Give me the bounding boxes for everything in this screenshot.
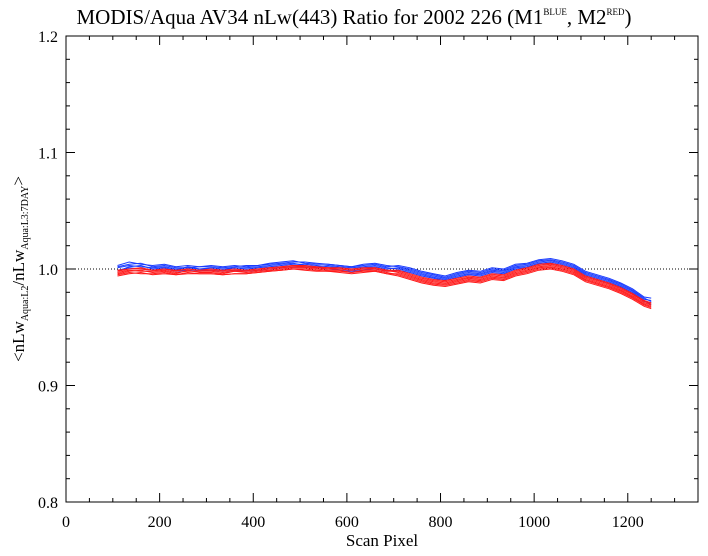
x-tick-label: 1200 bbox=[612, 514, 644, 531]
y-axis-label: <nLwAqua:L2/nLwAqua:L3:7DAY> bbox=[9, 176, 31, 362]
title-main: MODIS/Aqua AV34 nLw(443) Ratio for 2002 … bbox=[76, 5, 543, 29]
axis-ticks bbox=[65, 35, 699, 503]
x-tick-label: 1000 bbox=[518, 514, 550, 531]
series-line-m1-blue bbox=[117, 260, 652, 301]
series-line-m1-blue bbox=[117, 257, 652, 299]
y-tick-label: 1.2 bbox=[38, 29, 58, 46]
y-tick-label: 0.8 bbox=[38, 495, 58, 512]
ylabel-part3: > bbox=[9, 176, 28, 186]
y-tick-label: 1.0 bbox=[38, 262, 58, 279]
x-tick-label: 200 bbox=[148, 514, 172, 531]
series-line-m2-red bbox=[117, 267, 652, 308]
y-tick-labels: 0.8 0.9 1.0 1.1 1.2 bbox=[38, 29, 58, 512]
x-tick-label: 800 bbox=[429, 514, 453, 531]
series-line-m2-red bbox=[117, 263, 652, 305]
chart-title: MODIS/Aqua AV34 nLw(443) Ratio for 2002 … bbox=[76, 5, 631, 29]
x-axis-label: Scan Pixel bbox=[346, 531, 419, 550]
title-sup-blue: BLUE bbox=[543, 7, 567, 17]
title-mid: , M2 bbox=[567, 5, 607, 29]
ylabel-part1: <nLw bbox=[9, 320, 28, 361]
series-group bbox=[117, 257, 652, 310]
series-line-m2-red bbox=[117, 268, 652, 310]
x-tick-label: 600 bbox=[335, 514, 359, 531]
title-sup-red: RED bbox=[607, 7, 626, 17]
x-tick-label: 400 bbox=[241, 514, 265, 531]
title-end: ) bbox=[625, 5, 632, 29]
y-tick-label: 1.1 bbox=[38, 146, 58, 163]
x-tick-label: 0 bbox=[62, 514, 70, 531]
x-tick-labels: 0 200 400 600 800 1000 1200 bbox=[62, 514, 644, 531]
ylabel-sub2: Aqua:L3:7DAY bbox=[20, 186, 31, 250]
series-line-m2-red bbox=[117, 264, 652, 306]
series-line-m1-blue bbox=[117, 259, 652, 303]
ylabel-part2: /nLw bbox=[9, 249, 28, 286]
ylabel-sub1: Aqua:L2 bbox=[20, 286, 31, 322]
y-tick-label: 0.9 bbox=[38, 379, 58, 396]
